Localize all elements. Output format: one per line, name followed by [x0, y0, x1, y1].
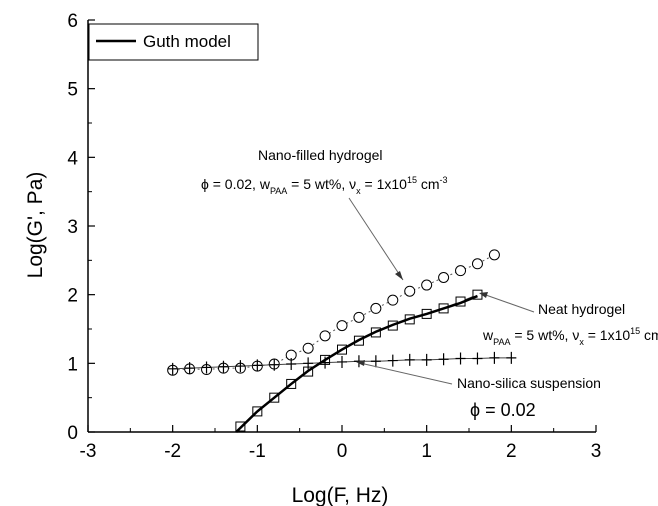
data-point-nano-silica-suspension [252, 359, 263, 372]
annotation-neat-nu: = 5 wt%, ν [510, 327, 579, 343]
arrow-silica [359, 362, 453, 385]
data-point-nano-silica-suspension [455, 352, 466, 365]
x-tick-label: -3 [80, 441, 97, 462]
y-tick-label: 4 [67, 148, 78, 169]
legend-label-guth: Guth model [143, 32, 231, 51]
data-point-nano-filled-hydrogel [455, 265, 467, 277]
annotation-nano-filled-phi: ϕ = 0.02, w [201, 176, 271, 192]
arrowhead-silica [356, 360, 365, 366]
x-tick-label: 3 [591, 441, 602, 462]
x-tick-label: -2 [164, 441, 181, 462]
data-point-nano-filled-hydrogel [336, 320, 348, 332]
arrowhead-nano-filled [395, 271, 403, 280]
annotation-nano-filled-unit: cm [417, 176, 440, 192]
data-point-nano-filled-hydrogel [404, 285, 416, 297]
data-point-nano-filled-hydrogel [387, 294, 399, 306]
y-tick-label: 2 [67, 286, 78, 307]
axes: -3 -2 -1 0 1 2 3 0 1 2 3 4 5 6 [67, 11, 601, 462]
data-point-nano-silica-suspension [337, 355, 347, 368]
series-line-guth-model [235, 294, 478, 433]
x-tick-label: 2 [506, 441, 517, 462]
data-point-nano-filled-hydrogel [488, 249, 500, 261]
data-point-nano-filled-hydrogel [302, 342, 314, 354]
annotation-nano-filled-nu: = 5 wt%, ν [287, 176, 356, 192]
data-point-nano-silica-suspension [421, 353, 432, 366]
data-point-nano-silica-suspension [303, 357, 314, 370]
annotation-neat-nu-sub: x [579, 337, 584, 347]
annotation-nano-filled-unit-exp: -3 [440, 175, 448, 185]
data-point-nano-silica-suspension [235, 360, 246, 373]
data-point-nano-silica-suspension [218, 360, 229, 373]
annotation-neat-unit: cm [640, 327, 658, 343]
annotation-nano-filled-val: = 1x10 [361, 176, 408, 192]
series-line-nano-filled-hydrogel [172, 254, 495, 371]
annotation-silica-phi: ϕ = 0.02 [470, 400, 536, 420]
data-point-nano-silica-suspension [472, 352, 483, 365]
annotation-nano-filled-params: ϕ = 0.02, wPAA = 5 wt%, νx = 1x1015 cm-3 [201, 175, 448, 196]
annotation-neat-val: = 1x10 [584, 327, 631, 343]
arrowhead-neat [479, 292, 488, 298]
x-tick-label: -1 [249, 441, 266, 462]
data-point-nano-silica-suspension [489, 351, 500, 364]
data-point-nano-filled-hydrogel [438, 272, 450, 283]
data-point-nano-silica-suspension [167, 362, 178, 375]
annotation-nano-filled-w-sub: PAA [270, 186, 287, 196]
data-point-nano-silica-suspension [404, 353, 415, 366]
data-point-nano-filled-hydrogel [319, 330, 331, 342]
data-point-nano-filled-hydrogel [471, 258, 483, 270]
annotation-neat-params: wPAA = 5 wt%, νx = 1x1015 cm-3 [482, 326, 658, 347]
annotation-nano-filled-nu-sub: x [356, 186, 361, 196]
data-point-nano-silica-suspension [506, 351, 517, 364]
data-point-nano-silica-suspension [184, 362, 195, 375]
y-tick-label: 1 [67, 354, 78, 375]
annotation-silica-title: Nano-silica suspension [457, 375, 601, 391]
data-point-nano-filled-hydrogel [421, 279, 433, 291]
series-layer [167, 249, 517, 433]
arrow-nano-filled [348, 197, 404, 281]
legend: Guth model [88, 23, 259, 61]
x-tick-label: 1 [421, 441, 432, 462]
data-point-nano-silica-suspension [286, 358, 297, 371]
annotation-neat-exp: 15 [630, 326, 640, 336]
data-point-nano-filled-hydrogel [353, 311, 365, 323]
y-tick-label: 6 [67, 11, 78, 32]
data-point-nano-silica-suspension [201, 361, 212, 374]
annotation-neat-w: w [482, 327, 494, 343]
y-axis-title: Log(G', Pa) [24, 172, 47, 279]
data-point-nano-silica-suspension [387, 354, 398, 367]
annotation-nano-filled-title: Nano-filled hydrogel [258, 147, 383, 163]
x-tick-label: 0 [337, 441, 348, 462]
annotation-neat-w-sub: PAA [493, 337, 510, 347]
data-point-nano-silica-suspension [370, 355, 381, 368]
annotation-neat-title: Neat hydrogel [538, 301, 625, 317]
y-tick-label: 0 [67, 423, 78, 444]
y-tick-label: 3 [67, 217, 78, 238]
y-tick-label: 5 [67, 80, 78, 101]
data-point-nano-silica-suspension [269, 358, 280, 371]
arrow-neat [482, 293, 535, 313]
data-point-nano-silica-suspension [438, 353, 449, 366]
annotation-nano-filled-exp: 15 [407, 175, 417, 185]
x-axis-title: Log(F, Hz) [292, 484, 389, 506]
data-point-nano-filled-hydrogel [370, 302, 382, 314]
